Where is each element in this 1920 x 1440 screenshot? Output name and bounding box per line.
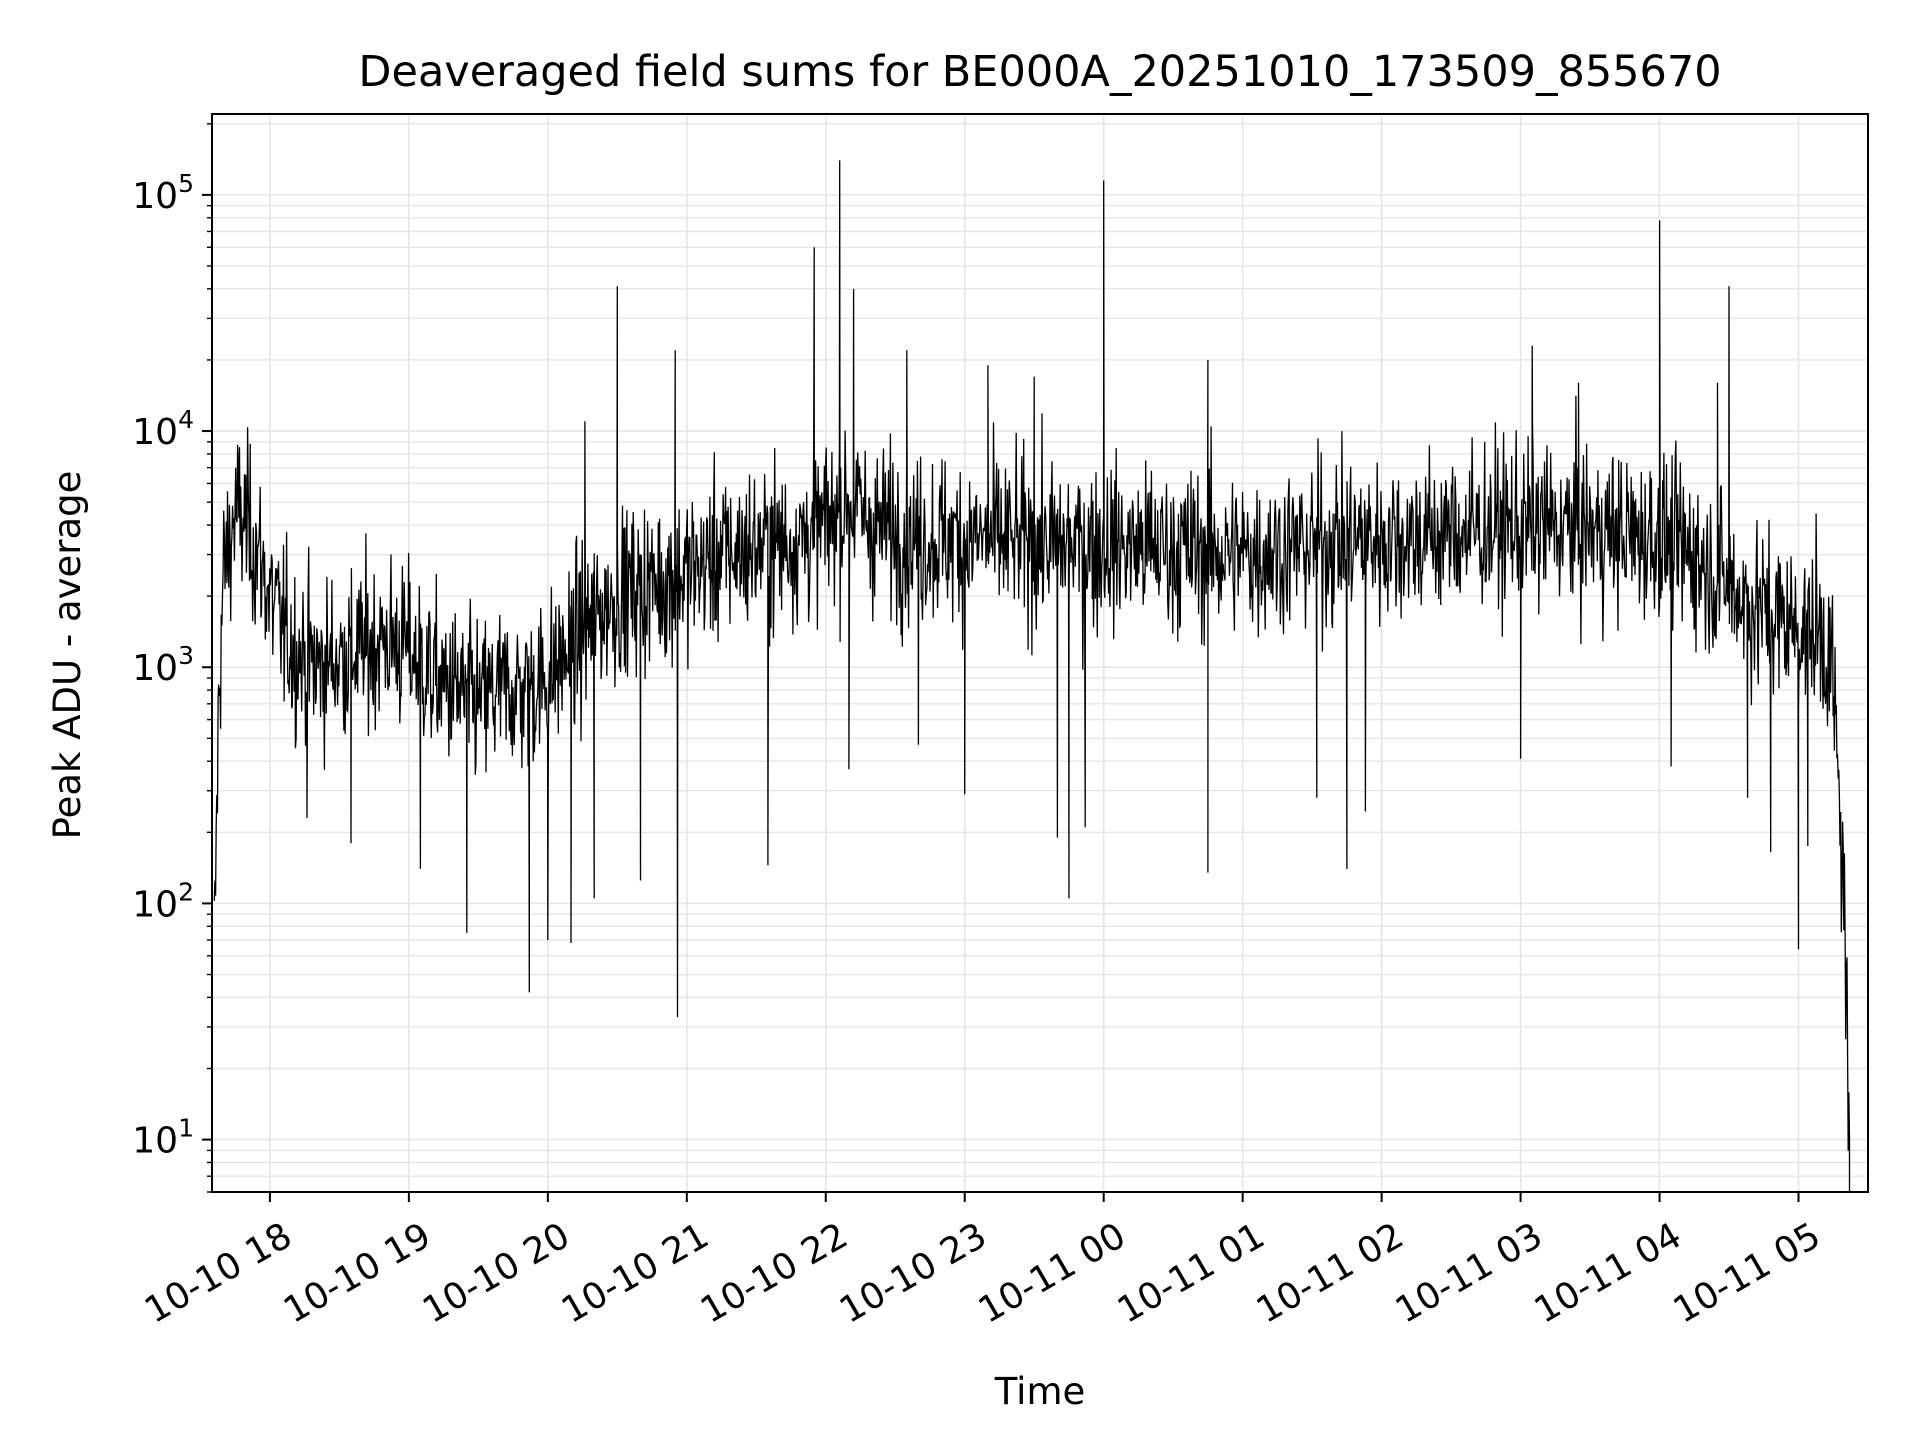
chart-title: Deaveraged field sums for BE000A_2025101…: [358, 47, 1721, 97]
y-axis-label: Peak ADU - average: [46, 471, 89, 840]
plot-frame: [211, 113, 1869, 1193]
series-group: [213, 160, 1851, 1192]
series-line: [213, 160, 1851, 1192]
y-tick-label: 104: [132, 405, 194, 453]
x-axis-label: Time: [994, 1370, 1086, 1413]
grid: [212, 114, 1868, 1193]
